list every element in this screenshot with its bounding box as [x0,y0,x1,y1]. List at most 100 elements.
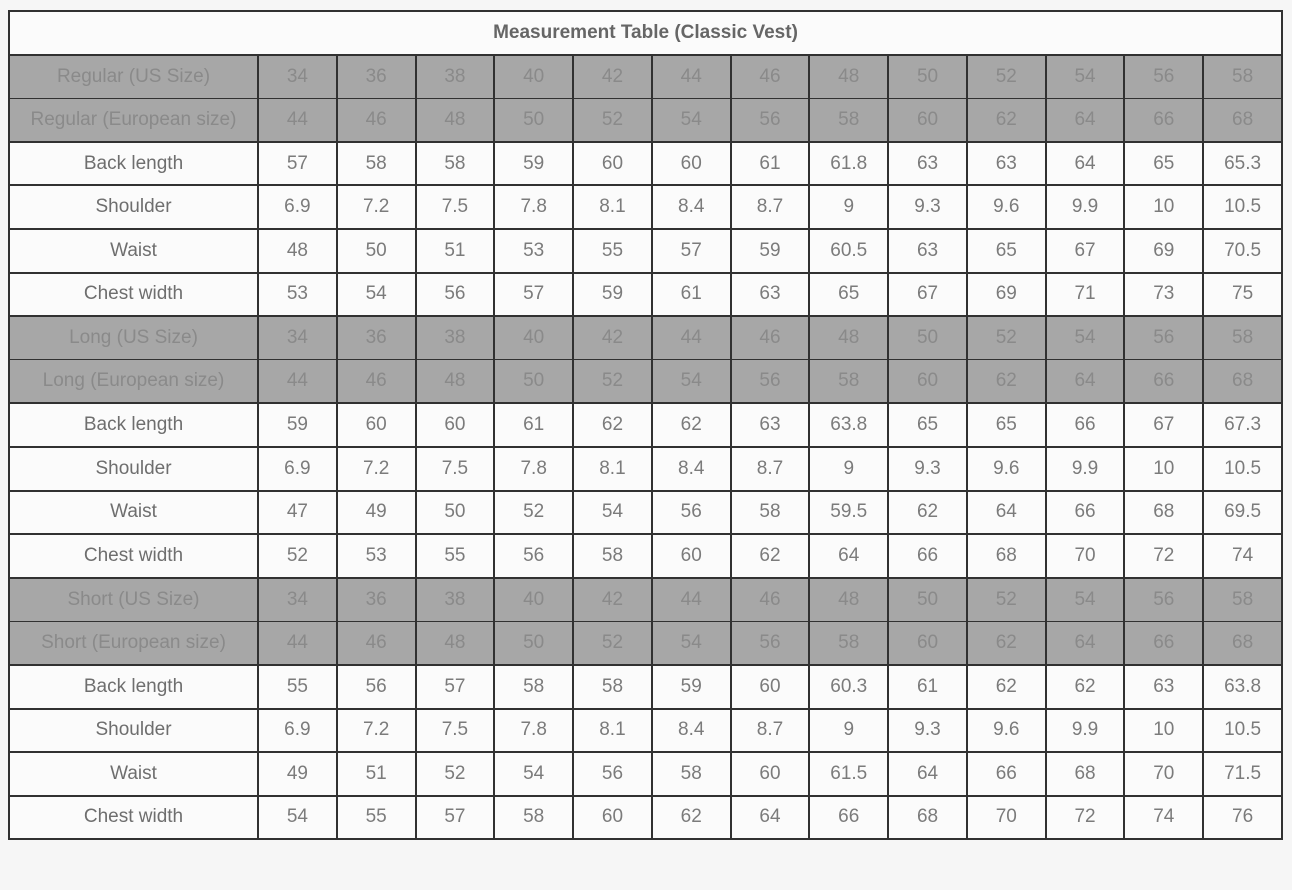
value-cell: 54 [650,359,732,404]
value-cell: 59 [729,227,811,274]
value-cell: 54 [335,271,417,318]
value-cell: 7.2 [335,184,417,230]
value-cell: 72 [1044,794,1126,841]
value-cell: 63 [887,140,968,187]
value-cell: 54 [493,751,575,797]
value-cell: 52 [965,54,1047,99]
table-title: Measurement Table (Classic Vest) [8,10,1283,56]
value-cell: 48 [808,315,890,361]
value-cell: 42 [572,577,653,622]
value-cell: 63.8 [1202,663,1283,710]
value-cell: 54 [650,97,732,143]
row-label: Short (US Size) [8,577,259,622]
value-cell: 73 [1123,271,1205,318]
value-cell: 52 [257,533,338,579]
value-cell: 10 [1123,445,1205,492]
value-cell: 54 [572,489,653,536]
value-cell: 10.5 [1202,707,1283,754]
value-cell: 56 [414,271,496,318]
value-cell: 9 [808,707,890,754]
value-cell: 8.1 [572,707,653,754]
value-cell: 68 [1123,489,1205,536]
row-label: Back length [8,663,259,710]
value-cell: 76 [1202,794,1283,841]
value-cell: 36 [335,577,417,622]
value-cell: 56 [1123,315,1205,361]
value-cell: 59 [493,140,575,187]
value-cell: 10 [1123,184,1205,230]
value-cell: 56 [1123,54,1205,99]
value-cell: 63.8 [808,402,890,448]
value-cell: 67 [887,271,968,318]
value-cell: 54 [257,794,338,841]
table-row: Chest width 53 54 56 57 59 61 63 65 67 69 71 73 75 [8,271,1283,318]
value-cell: 62 [650,402,732,448]
value-cell: 57 [493,271,575,318]
value-cell: 52 [572,620,653,666]
value-cell: 60 [729,663,811,710]
value-cell: 74 [1123,794,1205,841]
value-cell: 64 [808,533,890,579]
value-cell: 58 [808,97,890,143]
row-label: Waist [8,489,259,536]
value-cell: 58 [1202,54,1283,99]
value-cell: 9.9 [1044,707,1126,754]
value-cell: 56 [335,663,417,710]
value-cell: 60 [729,751,811,797]
value-cell: 52 [572,359,653,404]
value-cell: 8.7 [729,184,811,230]
table-row: Shoulder 6.9 7.2 7.5 7.8 8.1 8.4 8.7 9 9.3 9.6 9.9 1… [8,184,1283,230]
value-cell: 40 [493,577,575,622]
value-cell: 58 [493,794,575,841]
value-cell: 53 [257,271,338,318]
value-cell: 49 [257,751,338,797]
value-cell: 63 [887,227,968,274]
value-cell: 8.4 [650,445,732,492]
value-cell: 48 [414,359,496,404]
table-row: Back length 55 56 57 58 58 59 60 60.3 61 62 62 63 63.… [8,663,1283,710]
value-cell: 40 [493,315,575,361]
value-cell: 70 [1123,751,1205,797]
value-cell: 66 [1123,97,1205,143]
value-cell: 46 [729,315,811,361]
measurement-table: Measurement Table (Classic Vest) Regular… [8,10,1283,841]
value-cell: 68 [1044,751,1126,797]
row-label: Back length [8,402,259,448]
table-title-row: Measurement Table (Classic Vest) [8,10,1283,56]
value-cell: 52 [414,751,496,797]
table-row: Shoulder 6.9 7.2 7.5 7.8 8.1 8.4 8.7 9 9.3 9.6 9.9 1… [8,707,1283,754]
value-cell: 68 [1202,620,1283,666]
table-row: Chest width 54 55 57 58 60 62 64 66 68 70 72 74 76 [8,794,1283,841]
value-cell: 60 [335,402,417,448]
value-cell: 71 [1044,271,1126,318]
value-cell: 46 [335,359,417,404]
value-cell: 38 [414,577,496,622]
value-cell: 60 [650,140,732,187]
value-cell: 9.6 [965,184,1047,230]
table-row: Chest width 52 53 55 56 58 60 62 64 66 68 70 72 74 [8,533,1283,579]
value-cell: 68 [965,533,1047,579]
value-cell: 46 [335,620,417,666]
value-cell: 9.3 [887,184,968,230]
value-cell: 60 [650,533,732,579]
value-cell: 7.2 [335,445,417,492]
value-cell: 70 [965,794,1047,841]
value-cell: 64 [887,751,968,797]
row-label: Waist [8,227,259,274]
value-cell: 8.1 [572,184,653,230]
value-cell: 9.3 [887,445,968,492]
value-cell: 46 [335,97,417,143]
value-cell: 52 [493,489,575,536]
table-row: Waist 47 49 50 52 54 56 58 59.5 62 64 66 68 69.5 [8,489,1283,536]
value-cell: 56 [729,359,811,404]
table-row: Waist 49 51 52 54 56 58 60 61.5 64 66 68 70 71.5 [8,751,1283,797]
value-cell: 58 [572,533,653,579]
row-label: Shoulder [8,445,259,492]
row-label: Long (European size) [8,359,259,404]
value-cell: 34 [257,315,338,361]
value-cell: 67 [1123,402,1205,448]
table-row: Long (US Size) 34 36 38 40 42 44 46 48 50 52 54 56 58 [8,315,1283,361]
row-label: Regular (European size) [8,97,259,143]
value-cell: 60 [414,402,496,448]
